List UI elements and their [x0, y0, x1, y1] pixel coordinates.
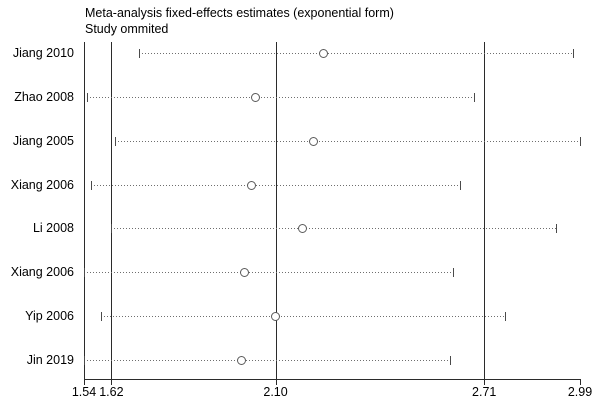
x-axis-tick — [275, 379, 277, 385]
ci-cap-upper — [580, 136, 581, 146]
study-label: Jiang 2010 — [12, 46, 74, 60]
estimate-marker — [271, 312, 281, 322]
ci-cap-lower — [114, 136, 116, 146]
x-axis-tick-label: 2.10 — [263, 385, 288, 399]
ci-line — [90, 184, 461, 186]
ci-cap-lower — [87, 92, 89, 102]
ci-line — [111, 228, 557, 230]
reference-line — [84, 42, 85, 379]
ci-line — [84, 272, 454, 274]
estimate-marker — [240, 268, 250, 278]
x-axis-tick-label: 2.99 — [567, 385, 593, 399]
study-label: Jiang 2005 — [12, 133, 74, 148]
estimate-marker — [236, 356, 246, 365]
x-axis-line — [84, 379, 581, 380]
ci-cap-upper — [573, 49, 575, 58]
x-axis-tick — [580, 379, 581, 385]
ci-line — [87, 96, 474, 98]
ci-line — [138, 53, 574, 54]
ci-cap-lower — [138, 49, 140, 58]
estimate-marker — [247, 180, 257, 190]
x-axis-tick — [84, 379, 85, 385]
ci-line — [114, 140, 580, 142]
ci-cap-lower — [101, 312, 103, 322]
study-label: Li 2008 — [32, 221, 74, 236]
x-axis-tick — [484, 379, 486, 385]
study-label: Yip 2006 — [25, 309, 74, 324]
estimate-marker — [250, 92, 260, 102]
estimate-marker — [308, 136, 318, 146]
ci-line — [84, 360, 450, 361]
ci-cap-upper — [504, 312, 506, 322]
reference-line — [275, 42, 277, 379]
study-label: Xiang 2006 — [10, 177, 74, 192]
study-label: Jin 2019 — [26, 353, 74, 367]
ci-line — [101, 316, 505, 318]
chart-title: Meta-analysis fixed-effects estimates (e… — [85, 6, 394, 20]
estimate-marker — [298, 224, 308, 234]
reference-line — [111, 42, 113, 379]
reference-line — [484, 42, 486, 379]
estimate-marker — [318, 49, 328, 58]
x-axis-tick-label: 2.71 — [472, 385, 497, 399]
ci-cap-upper — [450, 356, 451, 365]
ci-cap-upper — [473, 92, 475, 102]
ci-cap-upper — [453, 268, 455, 278]
x-axis-tick-label: 1.62 — [99, 385, 124, 399]
ci-cap-upper — [556, 224, 558, 234]
study-label: Zhao 2008 — [14, 89, 74, 104]
ci-cap-lower — [90, 180, 92, 190]
chart-subtitle: Study ommited — [85, 22, 169, 36]
ci-cap-lower — [84, 356, 85, 365]
study-label: Xiang 2006 — [10, 265, 74, 280]
ci-cap-upper — [460, 180, 462, 190]
x-axis-tick-label: 1.54 — [71, 385, 97, 399]
x-axis-tick — [111, 379, 113, 385]
ci-cap-lower — [111, 224, 113, 234]
ci-cap-lower — [84, 268, 85, 278]
